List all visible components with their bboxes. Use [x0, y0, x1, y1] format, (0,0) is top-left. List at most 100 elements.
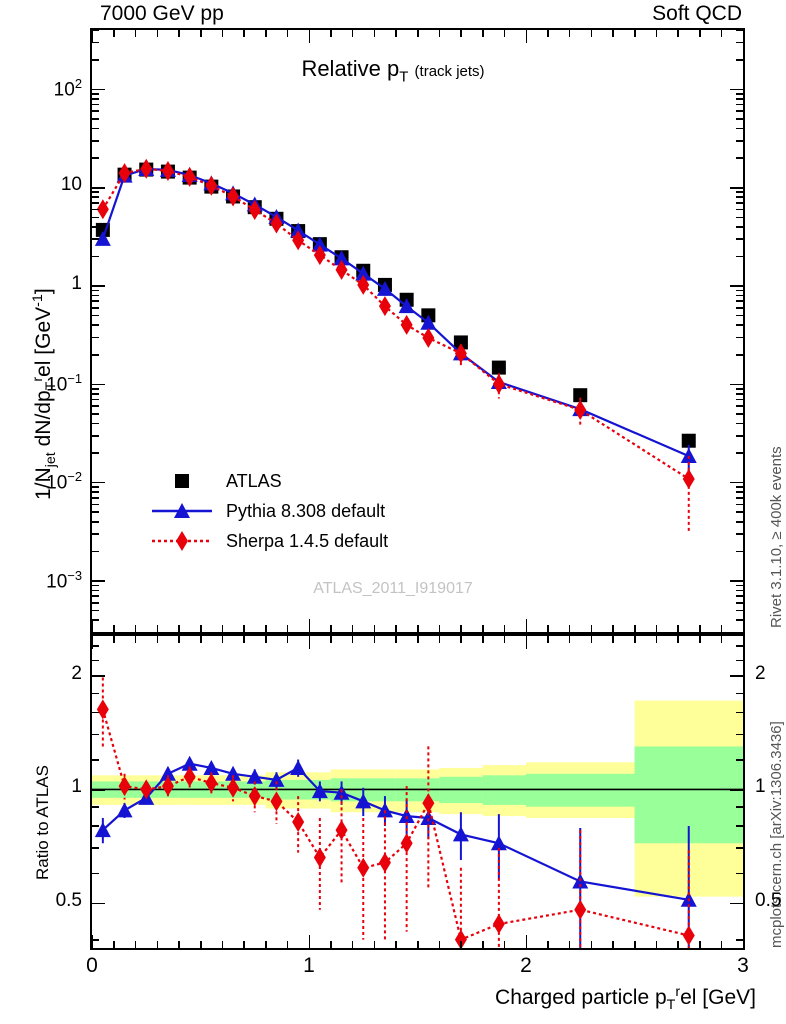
axis-tick [736, 208, 743, 211]
axis-tick [736, 110, 743, 113]
axis-tick [91, 636, 94, 649]
legend-marker-square [175, 474, 189, 488]
axis-tick [736, 255, 743, 258]
axis-tick [736, 388, 743, 390]
main-sherpa-marker [140, 158, 153, 179]
legend-key-svg [175, 474, 189, 488]
ratio-sherpa-marker [96, 699, 109, 720]
axis-tick [590, 625, 593, 632]
axis-tick [736, 520, 743, 523]
axis-tick [730, 383, 743, 386]
main-sherpa-marker [378, 296, 391, 317]
axis-tick [736, 294, 743, 297]
axis-tick [92, 609, 99, 612]
x-axis-label: Charged particle pTrel [GeV] [0, 984, 786, 1013]
axis-tick [92, 294, 99, 297]
axis-tick [92, 383, 105, 386]
main-atlas-marker [681, 433, 696, 448]
axis-tick [351, 636, 354, 643]
main-pythia-marker [420, 314, 437, 330]
axis-tick [699, 941, 701, 948]
main-sherpa-marker [454, 343, 467, 364]
axis-tick [156, 625, 159, 632]
axis-tick [736, 825, 743, 828]
ratio-plot-svg [92, 677, 743, 948]
axis-tick [221, 625, 224, 632]
axis-tick [92, 533, 99, 535]
axis-tick [736, 226, 743, 228]
axis-tick [286, 30, 289, 37]
axis-tick [736, 692, 743, 695]
axis-tick [92, 759, 99, 761]
axis-tick [134, 625, 137, 632]
axis-tick [655, 30, 658, 37]
axis-tick [720, 941, 723, 948]
axis-tick [736, 196, 743, 199]
axis-tick [590, 636, 593, 643]
axis-tick [308, 619, 311, 632]
axis-tick [200, 941, 202, 948]
axis-tick [742, 619, 745, 632]
axis-tick [92, 872, 99, 875]
main-sherpa-line [101, 167, 690, 480]
axis-tick [92, 41, 99, 44]
axis-tick [720, 636, 723, 643]
axis-tick [736, 806, 743, 808]
axis-tick [525, 935, 528, 948]
main-atlas-marker [573, 388, 588, 403]
axis-tick [92, 388, 99, 390]
axis-tick [736, 645, 743, 648]
axis-tick [438, 941, 441, 948]
axis-tick [92, 825, 99, 828]
legend-key-svg [152, 503, 212, 518]
axis-tick [655, 625, 658, 632]
ratio-sherpa-marker [205, 772, 218, 793]
axis-tick [92, 584, 99, 587]
axis-tick [92, 675, 105, 677]
axis-tick [736, 191, 743, 194]
main-sherpa-marker [422, 327, 435, 348]
axis-tick [677, 625, 679, 632]
axis-tick [736, 216, 743, 219]
axis-tick [699, 30, 701, 37]
axis-tick [547, 941, 549, 948]
main-pythia-marker [680, 448, 697, 464]
main-sherpa-marker [357, 274, 370, 295]
legend-item[interactable]: ATLAS [150, 466, 388, 496]
axis-tick [736, 324, 743, 326]
axis-tick [92, 353, 99, 356]
ratio-pythia-marker [181, 755, 198, 771]
ratio-sherpa-marker [183, 766, 196, 787]
axis-tick [92, 503, 99, 506]
axis-tick [221, 636, 224, 643]
axis-tick [91, 935, 94, 948]
xlabel-part-2: T [666, 997, 676, 1014]
axis-tick [590, 941, 593, 948]
mcplots-reference-annotation: mcplots.cern.ch [arXiv:1306.3436] [768, 721, 785, 948]
legend-item[interactable]: Sherpa 1.4.5 default [150, 526, 388, 556]
axis-tick [92, 186, 105, 189]
axis-tick [373, 30, 376, 37]
axis-tick [736, 452, 743, 454]
axis-tick [92, 393, 99, 395]
legend-item[interactable]: Pythia 8.308 default [150, 496, 388, 526]
axis-tick [134, 941, 137, 948]
axis-tick [736, 393, 743, 395]
axis-tick [736, 601, 743, 604]
axis-tick [92, 486, 99, 488]
ratio-sherpa-marker [118, 776, 131, 797]
axis-tick [92, 300, 99, 303]
axis-tick [92, 191, 99, 194]
axis-tick [730, 88, 743, 91]
axis-tick [438, 30, 441, 37]
axis-tick [92, 452, 99, 454]
x-tick-label: 2 [520, 954, 532, 977]
legend-label: Pythia 8.308 default [226, 500, 386, 521]
ratio-sherpa-marker [574, 899, 587, 920]
axis-tick [308, 636, 311, 649]
axis-tick [351, 625, 354, 632]
axis-tick [736, 595, 743, 597]
axis-tick [503, 636, 506, 643]
axis-tick [730, 675, 743, 677]
axis-tick [720, 30, 723, 37]
